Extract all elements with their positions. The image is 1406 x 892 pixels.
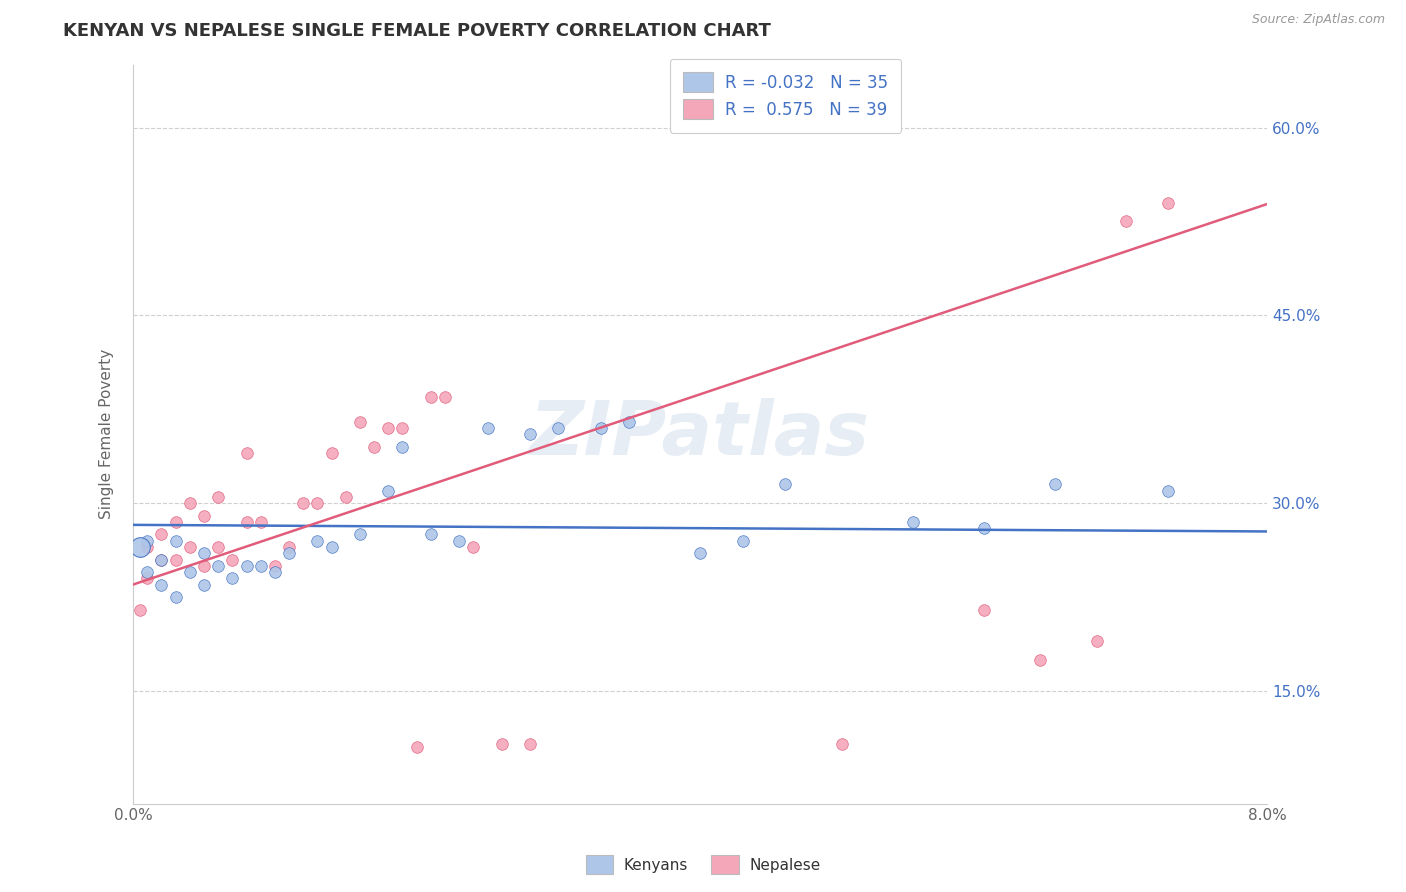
Point bbox=[689, 546, 711, 560]
Point bbox=[349, 527, 371, 541]
Point bbox=[165, 590, 187, 604]
Point bbox=[321, 446, 343, 460]
Point bbox=[335, 490, 357, 504]
Point bbox=[973, 602, 995, 616]
Point bbox=[264, 558, 287, 573]
Point bbox=[1043, 477, 1066, 491]
Point bbox=[278, 540, 301, 554]
Point bbox=[405, 740, 427, 755]
Point bbox=[391, 421, 413, 435]
Point bbox=[419, 390, 441, 404]
Legend: Kenyans, Nepalese: Kenyans, Nepalese bbox=[579, 849, 827, 880]
Point bbox=[377, 483, 399, 498]
Point bbox=[589, 421, 612, 435]
Text: KENYAN VS NEPALESE SINGLE FEMALE POVERTY CORRELATION CHART: KENYAN VS NEPALESE SINGLE FEMALE POVERTY… bbox=[63, 22, 770, 40]
Point bbox=[136, 565, 159, 579]
Point bbox=[377, 421, 399, 435]
Point bbox=[307, 496, 329, 510]
Point bbox=[1115, 214, 1137, 228]
Point bbox=[619, 415, 641, 429]
Point bbox=[193, 558, 215, 573]
Point bbox=[973, 521, 995, 535]
Legend: R = -0.032   N = 35, R =  0.575   N = 39: R = -0.032 N = 35, R = 0.575 N = 39 bbox=[669, 59, 901, 133]
Point bbox=[901, 515, 924, 529]
Point bbox=[235, 446, 257, 460]
Point bbox=[165, 552, 187, 566]
Point bbox=[221, 552, 243, 566]
Point bbox=[1029, 653, 1052, 667]
Point bbox=[449, 533, 471, 548]
Text: Source: ZipAtlas.com: Source: ZipAtlas.com bbox=[1251, 13, 1385, 27]
Point bbox=[165, 515, 187, 529]
Point bbox=[150, 527, 173, 541]
Point bbox=[193, 546, 215, 560]
Point bbox=[207, 558, 229, 573]
Point bbox=[235, 515, 257, 529]
Point bbox=[165, 533, 187, 548]
Point bbox=[1157, 195, 1180, 210]
Point bbox=[193, 508, 215, 523]
Point bbox=[831, 737, 853, 751]
Point bbox=[221, 571, 243, 585]
Point bbox=[419, 527, 441, 541]
Point bbox=[519, 737, 541, 751]
Point bbox=[363, 440, 385, 454]
Point bbox=[150, 552, 173, 566]
Y-axis label: Single Female Poverty: Single Female Poverty bbox=[100, 349, 114, 519]
Point bbox=[207, 490, 229, 504]
Point bbox=[249, 558, 271, 573]
Point bbox=[150, 577, 173, 591]
Point bbox=[391, 440, 413, 454]
Point bbox=[519, 427, 541, 442]
Point bbox=[307, 533, 329, 548]
Point bbox=[731, 533, 754, 548]
Point bbox=[349, 415, 371, 429]
Point bbox=[491, 737, 513, 751]
Point bbox=[1085, 633, 1108, 648]
Point bbox=[207, 540, 229, 554]
Point bbox=[547, 421, 569, 435]
Point bbox=[193, 577, 215, 591]
Point bbox=[321, 540, 343, 554]
Text: ZIPatlas: ZIPatlas bbox=[530, 398, 870, 471]
Point bbox=[179, 540, 201, 554]
Point bbox=[1157, 483, 1180, 498]
Point bbox=[129, 602, 152, 616]
Point bbox=[136, 533, 159, 548]
Point bbox=[292, 496, 315, 510]
Point bbox=[129, 540, 152, 554]
Point bbox=[463, 540, 485, 554]
Point bbox=[775, 477, 797, 491]
Point bbox=[278, 546, 301, 560]
Point bbox=[249, 515, 271, 529]
Point bbox=[477, 421, 499, 435]
Point bbox=[136, 540, 159, 554]
Point bbox=[235, 558, 257, 573]
Point bbox=[264, 565, 287, 579]
Point bbox=[150, 552, 173, 566]
Point bbox=[434, 390, 457, 404]
Point bbox=[136, 571, 159, 585]
Point bbox=[179, 565, 201, 579]
Point bbox=[179, 496, 201, 510]
